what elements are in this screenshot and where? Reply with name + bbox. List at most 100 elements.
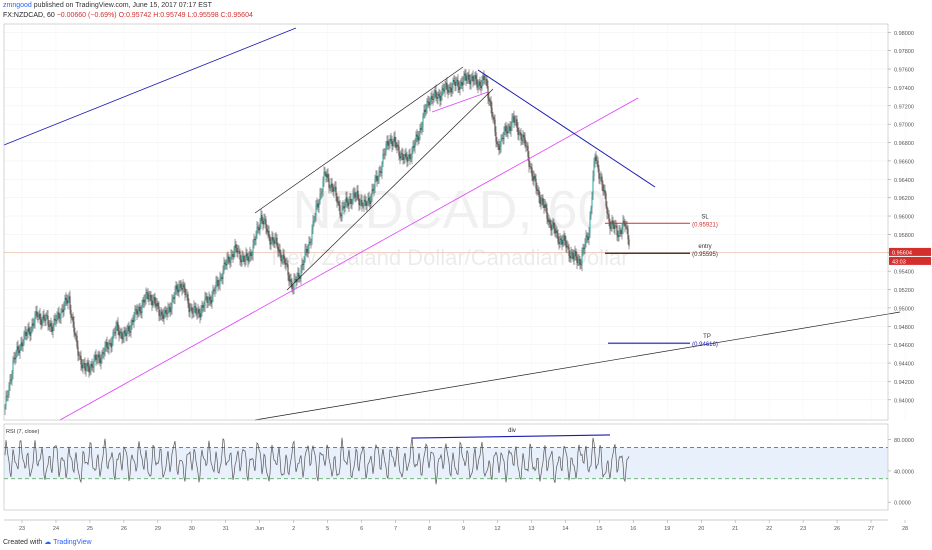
candle-body — [23, 333, 25, 344]
candle-body — [81, 364, 83, 369]
candle-body — [266, 228, 268, 233]
candle-body — [541, 198, 543, 201]
candle-body — [555, 230, 557, 234]
current-price-tag — [889, 247, 931, 256]
candle-body — [537, 189, 539, 191]
candle-body — [545, 204, 547, 208]
candle-body — [322, 180, 324, 192]
candle-body — [505, 126, 507, 131]
candle-body — [353, 192, 355, 194]
candle-body — [367, 197, 369, 204]
candle-body — [141, 304, 143, 314]
footer-brand[interactable]: TradingView — [53, 539, 92, 546]
candle-body — [269, 236, 271, 245]
candle-body — [350, 198, 352, 204]
candle-body — [425, 108, 427, 113]
candle-body — [476, 79, 478, 88]
candle-body — [280, 253, 282, 262]
candle-body — [566, 245, 568, 248]
candle-body — [374, 178, 376, 189]
candle-body — [585, 235, 587, 244]
candle-body — [334, 186, 336, 189]
candle-body — [75, 335, 77, 336]
candle-body — [30, 329, 32, 336]
candle-body — [525, 145, 527, 147]
candle-body — [139, 306, 141, 312]
candle-body — [225, 264, 227, 266]
x-tick-label: 20 — [698, 526, 704, 532]
candle-body — [221, 277, 223, 280]
candle-body — [570, 252, 572, 259]
candle-body — [261, 214, 263, 221]
candle-body — [383, 154, 385, 155]
candle-body — [184, 287, 186, 295]
candle-body — [491, 107, 493, 117]
candle-body — [181, 288, 183, 290]
candle-body — [544, 204, 546, 208]
candle-body — [592, 176, 594, 197]
candle-body — [26, 332, 28, 336]
candle-body — [413, 145, 415, 148]
candle-body — [256, 226, 258, 236]
candle-body — [187, 294, 189, 304]
candle-body — [248, 256, 250, 262]
candle-body — [250, 252, 252, 256]
candle-body — [268, 230, 270, 237]
candle-body — [21, 342, 23, 347]
candle-body — [198, 309, 200, 314]
x-tick-label: 23 — [19, 526, 25, 532]
candle-body — [594, 156, 596, 163]
author-link[interactable]: zmngood — [3, 2, 32, 9]
candle-body — [510, 127, 512, 131]
candle-body — [376, 175, 378, 181]
y-tick-label: 0.94000 — [894, 398, 914, 404]
candle-body — [259, 223, 261, 231]
candle-body — [59, 318, 61, 319]
rsi-tick-label: 80.0000 — [894, 438, 914, 444]
candle-body — [13, 357, 15, 361]
candle-body — [99, 357, 101, 364]
candle-body — [384, 152, 386, 155]
candle-body — [202, 305, 204, 308]
candle-body — [110, 343, 112, 348]
candle-body — [412, 145, 414, 150]
rsi-div-label: div — [508, 428, 516, 434]
candle-body — [50, 323, 52, 327]
candle-body — [569, 255, 571, 259]
candle-body — [565, 240, 567, 248]
candle-body — [84, 363, 86, 371]
candle-body — [299, 277, 301, 279]
candle-body — [599, 178, 601, 180]
candle-body — [329, 187, 331, 189]
candle-body — [354, 192, 356, 198]
candle-body — [344, 202, 346, 209]
candle-body — [418, 134, 420, 141]
candle-body — [529, 166, 531, 168]
candle-body — [605, 193, 607, 207]
candle-body — [171, 299, 173, 309]
candle-body — [454, 81, 456, 86]
candle-body — [210, 299, 212, 304]
x-tick-label: 29 — [155, 526, 161, 532]
candle-body — [521, 139, 523, 141]
candle-body — [149, 294, 151, 297]
candle-body — [230, 255, 232, 263]
small-magenta-line — [431, 91, 489, 113]
candle-body — [332, 187, 334, 192]
candle-body — [316, 203, 318, 206]
candle-body — [400, 153, 402, 159]
candle-body — [10, 379, 12, 381]
candle-body — [94, 354, 96, 359]
candle-body — [455, 81, 457, 86]
candle-body — [523, 134, 525, 138]
candle-body — [151, 300, 153, 306]
candle-body — [420, 128, 422, 130]
candle-body — [122, 337, 124, 340]
candle-body — [233, 251, 235, 258]
candle-body — [8, 385, 10, 395]
candle-body — [16, 346, 18, 353]
candle-body — [440, 96, 442, 101]
candle-body — [208, 296, 210, 303]
trend-line-top-left — [3, 27, 297, 146]
